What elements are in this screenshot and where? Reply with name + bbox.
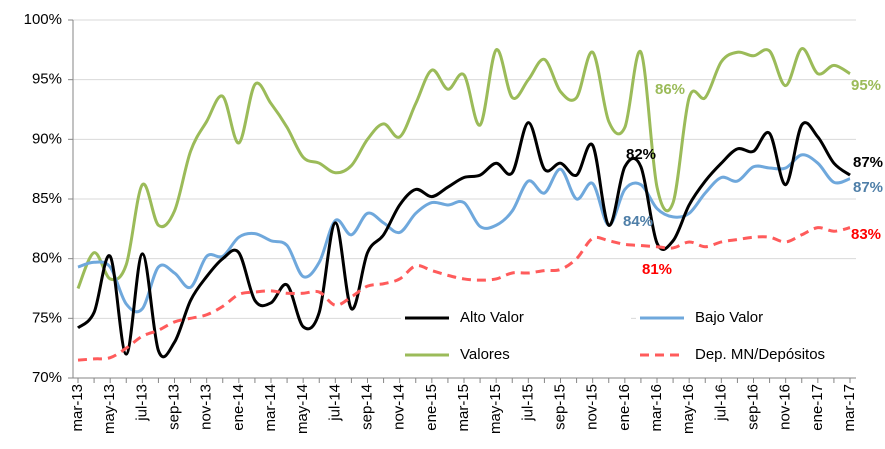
x-tick-label: nov-15 bbox=[584, 384, 601, 430]
x-tick-label: may-15 bbox=[487, 384, 504, 434]
x-tick-label: jul-15 bbox=[519, 384, 536, 422]
x-tick-label: mar-17 bbox=[841, 384, 858, 432]
annotation: 82% bbox=[626, 146, 656, 163]
series-line bbox=[77, 153, 851, 314]
x-tick-label: nov-14 bbox=[391, 384, 408, 430]
y-tick-label: 95% bbox=[32, 71, 62, 88]
annotation: 95% bbox=[851, 77, 881, 94]
y-tick-label: 90% bbox=[32, 130, 62, 147]
y-tick-label: 80% bbox=[32, 250, 62, 267]
legend-label: Bajo Valor bbox=[695, 309, 763, 326]
x-tick-label: may-13 bbox=[101, 384, 118, 434]
legend: Alto Valor Bajo Valor Valores Dep. MN/Depós… bbox=[401, 304, 866, 369]
x-tick-label: nov-16 bbox=[777, 384, 794, 430]
x-tick-label: mar-14 bbox=[262, 384, 279, 432]
series-line bbox=[77, 226, 851, 362]
x-tick-label: ene-15 bbox=[423, 384, 440, 431]
x-tick-label: may-16 bbox=[680, 384, 697, 434]
x-tick-label: jul-13 bbox=[133, 384, 150, 422]
y-tick-label: 70% bbox=[32, 369, 62, 386]
annotation: 84% bbox=[623, 213, 653, 230]
x-tick-label: mar-16 bbox=[648, 384, 665, 432]
annotation: 87% bbox=[853, 179, 883, 196]
annotation: 86% bbox=[655, 81, 685, 98]
x-tick-label: jul-16 bbox=[712, 384, 729, 422]
y-tick-label: 85% bbox=[32, 190, 62, 207]
series-line bbox=[76, 121, 851, 359]
x-tick-label: sep-15 bbox=[551, 384, 568, 430]
x-tick-label: ene-17 bbox=[809, 384, 826, 431]
series-line bbox=[76, 47, 851, 290]
x-tick-label: ene-14 bbox=[230, 384, 247, 431]
legend-label: Dep. MN/Depósitos bbox=[695, 346, 825, 363]
x-tick-label: mar-13 bbox=[69, 384, 86, 432]
annotation: 83% bbox=[851, 226, 881, 243]
x-tick-label: mar-15 bbox=[455, 384, 472, 432]
x-tick-label: may-14 bbox=[294, 384, 311, 434]
y-tick-label: 75% bbox=[32, 309, 62, 326]
annotation: 87% bbox=[853, 154, 883, 171]
x-tick-label: sep-14 bbox=[358, 384, 375, 430]
y-tick-label: 100% bbox=[24, 11, 62, 28]
annotation: 81% bbox=[642, 261, 672, 278]
legend-label: Valores bbox=[460, 346, 510, 363]
x-tick-label: nov-13 bbox=[198, 384, 215, 430]
legend-label: Alto Valor bbox=[460, 309, 524, 326]
x-tick-label: jul-14 bbox=[326, 384, 343, 422]
x-tick-label: sep-13 bbox=[165, 384, 182, 430]
x-tick-label: sep-16 bbox=[744, 384, 761, 430]
x-tick-label: ene-16 bbox=[616, 384, 633, 431]
